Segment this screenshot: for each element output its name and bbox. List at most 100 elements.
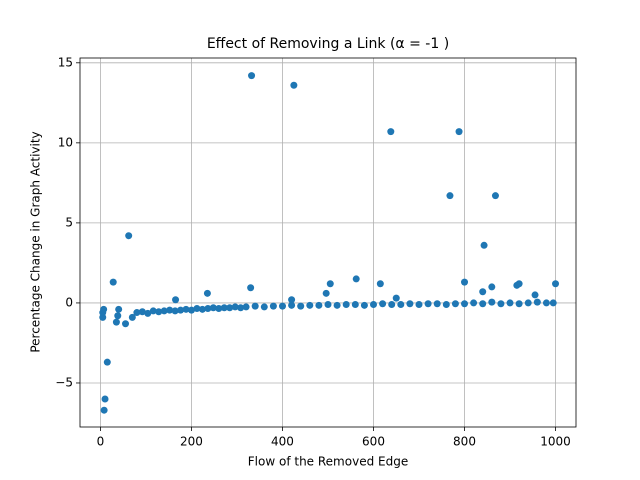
chart-title: Effect of Removing a Link (α = -1 ) xyxy=(207,36,449,52)
point xyxy=(187,306,195,314)
y-tick-label: −5 xyxy=(55,375,73,389)
point xyxy=(322,289,330,297)
point xyxy=(209,304,217,312)
point xyxy=(220,304,228,312)
point xyxy=(488,283,496,291)
point xyxy=(352,275,360,283)
point xyxy=(248,72,256,80)
point xyxy=(388,301,396,309)
point xyxy=(497,300,505,308)
point xyxy=(524,299,532,307)
point xyxy=(376,280,384,288)
point xyxy=(360,301,368,309)
point xyxy=(203,289,211,297)
y-tick-label: 0 xyxy=(65,295,73,309)
point xyxy=(392,294,400,302)
point xyxy=(149,307,157,315)
point xyxy=(506,299,514,307)
point xyxy=(415,301,423,309)
point xyxy=(470,299,478,307)
point xyxy=(455,128,463,136)
point xyxy=(112,318,120,326)
point xyxy=(269,302,277,310)
point xyxy=(351,301,359,309)
point xyxy=(101,395,109,403)
point xyxy=(288,301,296,309)
point xyxy=(461,278,469,286)
x-tick-label: 800 xyxy=(453,435,476,449)
point xyxy=(231,303,239,311)
point xyxy=(288,296,296,304)
point xyxy=(342,301,350,309)
point xyxy=(515,280,523,288)
point xyxy=(226,304,234,312)
point xyxy=(397,301,405,309)
point xyxy=(100,305,108,313)
point xyxy=(109,278,117,286)
point xyxy=(260,303,268,311)
point xyxy=(387,128,395,136)
point xyxy=(251,302,259,310)
point xyxy=(128,313,136,321)
point xyxy=(172,296,180,304)
point xyxy=(182,305,190,313)
point xyxy=(479,288,487,296)
point xyxy=(198,305,206,313)
point xyxy=(125,232,133,240)
point xyxy=(171,307,179,315)
point xyxy=(103,358,111,366)
point xyxy=(451,300,459,308)
point xyxy=(99,313,107,321)
point xyxy=(552,280,560,288)
point xyxy=(133,309,141,317)
point xyxy=(549,299,557,307)
point xyxy=(446,192,454,200)
point xyxy=(215,305,223,313)
point xyxy=(370,301,378,309)
point xyxy=(533,298,541,306)
point xyxy=(480,241,488,249)
point xyxy=(479,300,487,308)
point xyxy=(315,301,323,309)
point xyxy=(542,299,550,307)
point xyxy=(491,192,499,200)
point xyxy=(115,305,123,313)
point xyxy=(515,300,523,308)
point xyxy=(326,280,334,288)
point xyxy=(237,304,245,312)
point xyxy=(114,312,122,320)
point xyxy=(442,301,450,309)
point xyxy=(424,300,432,308)
point xyxy=(242,303,250,311)
x-tick-label: 1000 xyxy=(540,435,571,449)
point xyxy=(160,307,168,315)
point xyxy=(193,305,201,313)
y-axis-label: Percentage Change in Graph Activity xyxy=(29,131,43,352)
x-tick-label: 600 xyxy=(362,435,385,449)
point xyxy=(100,406,108,414)
point xyxy=(155,308,163,316)
point xyxy=(177,306,185,314)
x-tick-label: 200 xyxy=(180,435,203,449)
point xyxy=(488,298,496,306)
point xyxy=(247,284,255,292)
point xyxy=(406,300,414,308)
point xyxy=(306,301,314,309)
y-tick-label: 10 xyxy=(58,135,73,149)
point xyxy=(461,300,469,308)
point xyxy=(297,302,305,310)
point xyxy=(144,309,152,317)
point xyxy=(290,81,298,89)
point xyxy=(433,300,441,308)
point xyxy=(204,305,212,313)
plot-frame xyxy=(79,57,577,428)
y-tick-label: 5 xyxy=(65,215,73,229)
x-axis-label: Flow of the Removed Edge xyxy=(248,455,408,469)
point xyxy=(166,306,174,314)
point xyxy=(278,302,286,310)
point xyxy=(138,308,146,316)
point xyxy=(333,301,341,309)
point xyxy=(324,301,332,309)
